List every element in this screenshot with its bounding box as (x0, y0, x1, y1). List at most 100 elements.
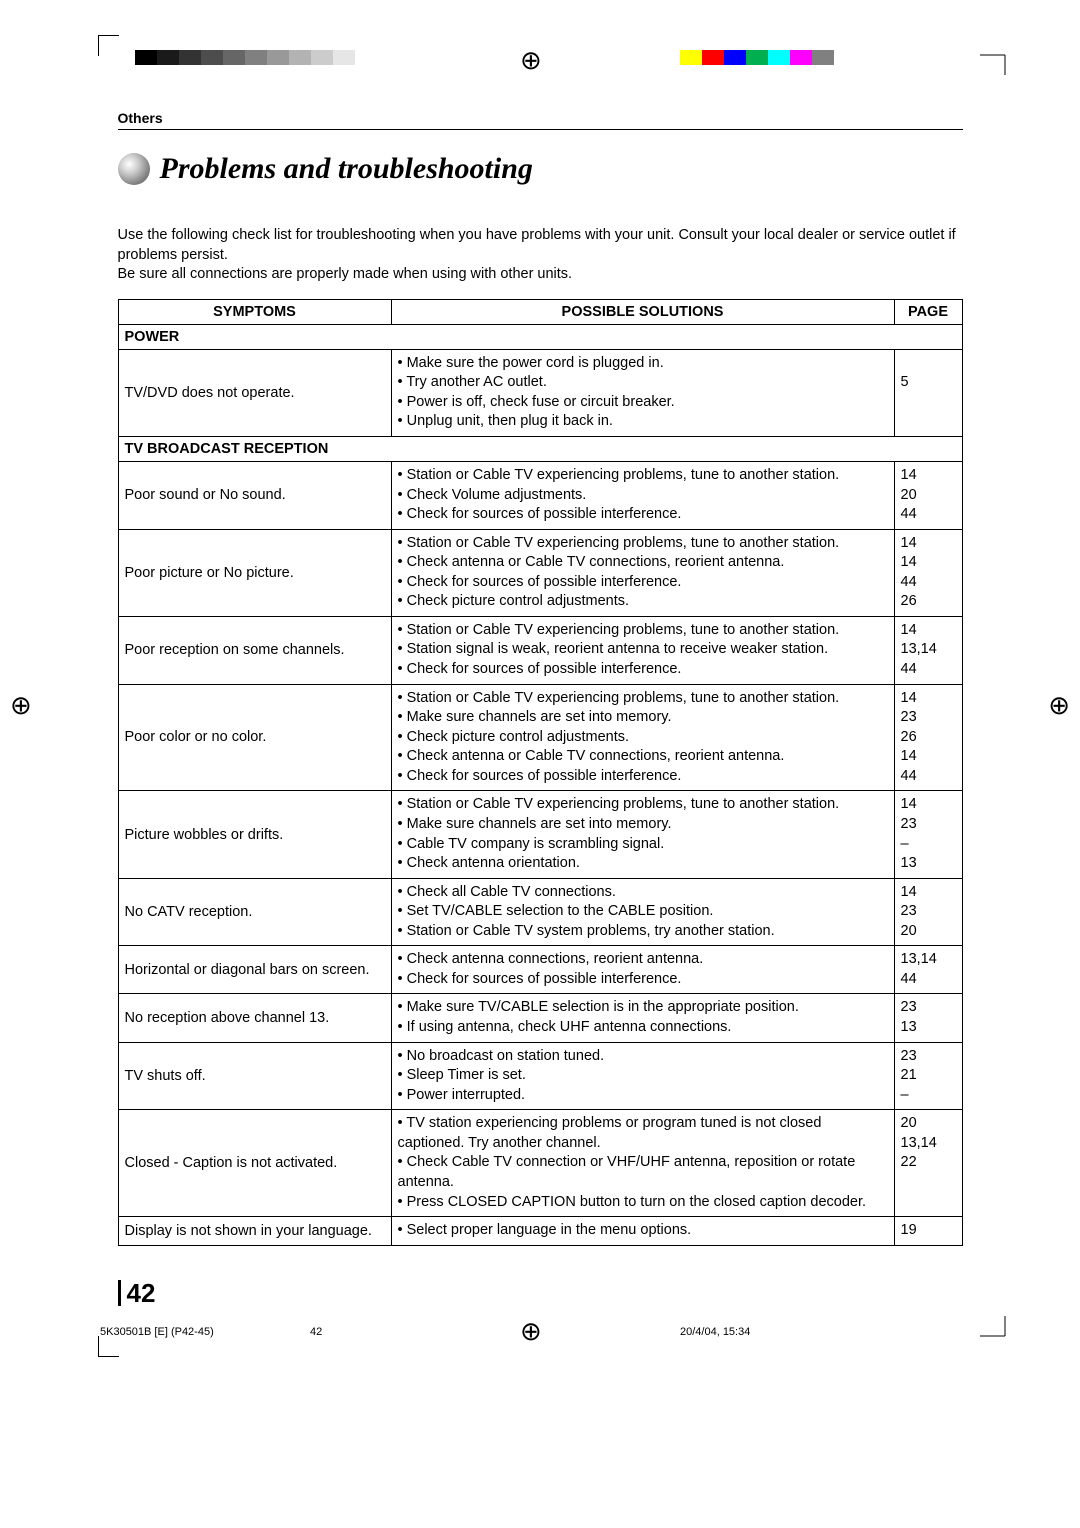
registration-mark-bottom: ⊕ (520, 1316, 542, 1347)
solution-line: • Press CLOSED CAPTION button to turn on… (398, 1193, 888, 1213)
page-ref-line: 13,14 (901, 1134, 956, 1154)
symptom-cell: Poor color or no color. (118, 684, 391, 791)
solution-line: • Make sure the power cord is plugged in… (398, 354, 888, 374)
page-ref-line: 21 (901, 1066, 956, 1086)
page-ref-line: 14 (901, 466, 956, 486)
solution-line: • Station or Cable TV experiencing probl… (398, 621, 888, 641)
solution-line: • Station or Cable TV experiencing probl… (398, 689, 888, 709)
solution-line: • Make sure channels are set into memory… (398, 708, 888, 728)
table-row: No CATV reception. • Check all Cable TV c… (118, 878, 962, 946)
grayscale-swatch (157, 50, 179, 65)
header-solutions: POSSIBLE SOLUTIONS (391, 299, 894, 324)
solution-line: • Power interrupted. (398, 1086, 888, 1106)
page-ref-cell: 1423261444 (894, 684, 962, 791)
section-row: TV BROADCAST RECEPTION (118, 436, 962, 461)
page-ref-line: – (901, 835, 956, 855)
page-ref-line: 5 (901, 373, 956, 393)
registration-mark-right: ⊕ (1048, 690, 1070, 721)
page-ref-line: 14 (901, 689, 956, 709)
page-ref-line: 44 (901, 970, 956, 990)
solution-line: • Check for sources of possible interfer… (398, 767, 888, 787)
solution-line: • Power is off, check fuse or circuit br… (398, 393, 888, 413)
page-ref-cell: 2321– (894, 1042, 962, 1110)
table-row: TV shuts off.• No broadcast on station t… (118, 1042, 962, 1110)
table-row: Poor reception on some channels. • Statio… (118, 616, 962, 684)
footer-page: 42 (310, 1326, 322, 1338)
page-ref-line: 44 (901, 660, 956, 680)
solution-cell: • No broadcast on station tuned.• Sleep … (391, 1042, 894, 1110)
solution-line: • Check antenna or Cable TV connections,… (398, 553, 888, 573)
symptom-cell: Horizontal or diagonal bars on screen. (118, 946, 391, 994)
solution-line: • Set TV/CABLE selection to the CABLE po… (398, 902, 888, 922)
grayscale-swatch (223, 50, 245, 65)
header-symptoms: SYMPTOMS (118, 299, 391, 324)
table-row: Closed - Caption is not activated.• TV s… (118, 1110, 962, 1217)
section-label-cell: TV BROADCAST RECEPTION (118, 436, 962, 461)
page-ref-cell: 19 (894, 1217, 962, 1246)
page-ref-line: 13,14 (901, 950, 956, 970)
page-ref-line: 44 (901, 767, 956, 787)
solution-line: • Check for sources of possible interfer… (398, 970, 888, 990)
symptom-cell: Display is not shown in your language. (118, 1217, 391, 1246)
page-ref-cell: 142044 (894, 461, 962, 529)
section-label-cell: POWER (118, 324, 962, 349)
header-page: PAGE (894, 299, 962, 324)
solution-line: • Station or Cable TV experiencing probl… (398, 795, 888, 815)
troubleshooting-table: SYMPTOMS POSSIBLE SOLUTIONS PAGE POWER TV… (118, 299, 963, 1246)
page-ref-line: 23 (901, 708, 956, 728)
page-ref-line: 14 (901, 534, 956, 554)
section-row: POWER (118, 324, 962, 349)
page-ref-cell: 1413,1444 (894, 616, 962, 684)
page-ref-line: 44 (901, 573, 956, 593)
color-swatch (724, 50, 746, 65)
table-row: Poor color or no color. • Station or Cabl… (118, 684, 962, 791)
solution-line: • Select proper language in the menu opt… (398, 1221, 888, 1241)
solution-cell: • Station or Cable TV experiencing probl… (391, 529, 894, 616)
solution-cell: • Station or Cable TV experiencing probl… (391, 616, 894, 684)
table-row: Poor picture or No picture.• Station or … (118, 529, 962, 616)
solution-cell: • Make sure TV/CABLE selection is in the… (391, 994, 894, 1042)
solution-line: • Check Cable TV connection or VHF/UHF a… (398, 1153, 888, 1192)
crop-mark-tr (980, 35, 1020, 75)
section-label: Others (118, 110, 963, 130)
solution-line: • Make sure TV/CABLE selection is in the… (398, 998, 888, 1018)
page-ref-cell: 2313 (894, 994, 962, 1042)
symptom-cell: Poor reception on some channels. (118, 616, 391, 684)
solution-cell: • TV station experiencing problems or pr… (391, 1110, 894, 1217)
page-ref-line: 23 (901, 998, 956, 1018)
solution-line: • Station or Cable TV system problems, t… (398, 922, 888, 942)
color-swatch (746, 50, 768, 65)
solution-line: • Check antenna connections, reorient an… (398, 950, 888, 970)
page-ref-line: 20 (901, 922, 956, 942)
solution-line: • If using antenna, check UHF antenna co… (398, 1018, 888, 1038)
page-ref-line: 20 (901, 486, 956, 506)
page-ref-line: 26 (901, 728, 956, 748)
solution-line: • Check for sources of possible interfer… (398, 505, 888, 525)
symptom-cell: Closed - Caption is not activated. (118, 1110, 391, 1217)
color-swatch (790, 50, 812, 65)
solution-cell: • Make sure the power cord is plugged in… (391, 349, 894, 436)
solution-line: • Check all Cable TV connections. (398, 883, 888, 903)
page-ref-line (901, 412, 956, 432)
page-ref-line: 14 (901, 621, 956, 641)
solution-line: • Unplug unit, then plug it back in. (398, 412, 888, 432)
grayscale-swatch (267, 50, 289, 65)
solution-line: • Station or Cable TV experiencing probl… (398, 534, 888, 554)
symptom-cell: No reception above channel 13. (118, 994, 391, 1042)
table-row: Horizontal or diagonal bars on screen. • … (118, 946, 962, 994)
solution-line: • Check picture control adjustments. (398, 728, 888, 748)
solution-line: • Check for sources of possible interfer… (398, 573, 888, 593)
solution-line: • Station signal is weak, reorient anten… (398, 640, 888, 660)
page-ref-line: 13 (901, 854, 956, 874)
page-title: Problems and troubleshooting (160, 152, 533, 186)
color-swatch (680, 50, 702, 65)
crop-mark-br (980, 1316, 1020, 1356)
symptom-cell: Poor sound or No sound. (118, 461, 391, 529)
solution-line: • Sleep Timer is set. (398, 1066, 888, 1086)
page-ref-line: 20 (901, 1114, 956, 1134)
symptom-cell: No CATV reception. (118, 878, 391, 946)
solution-line: • Check antenna or Cable TV connections,… (398, 747, 888, 767)
solution-line: • Cable TV company is scrambling signal. (398, 835, 888, 855)
grayscale-swatch (333, 50, 355, 65)
color-bar (680, 50, 834, 65)
